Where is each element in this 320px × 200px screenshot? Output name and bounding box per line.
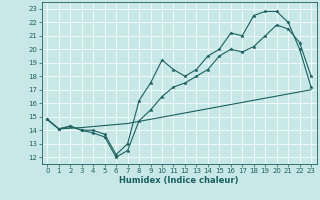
X-axis label: Humidex (Indice chaleur): Humidex (Indice chaleur) <box>119 176 239 185</box>
